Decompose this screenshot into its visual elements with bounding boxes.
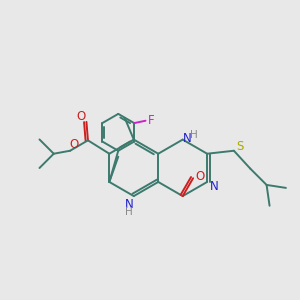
Text: H: H [190,130,198,140]
Text: N: N [183,132,191,145]
Text: N: N [210,180,219,193]
Text: N: N [125,198,134,211]
Text: F: F [148,114,155,127]
Text: O: O [69,138,78,151]
Text: H: H [125,206,133,217]
Text: O: O [195,170,204,183]
Text: S: S [236,140,244,153]
Text: O: O [76,110,86,123]
